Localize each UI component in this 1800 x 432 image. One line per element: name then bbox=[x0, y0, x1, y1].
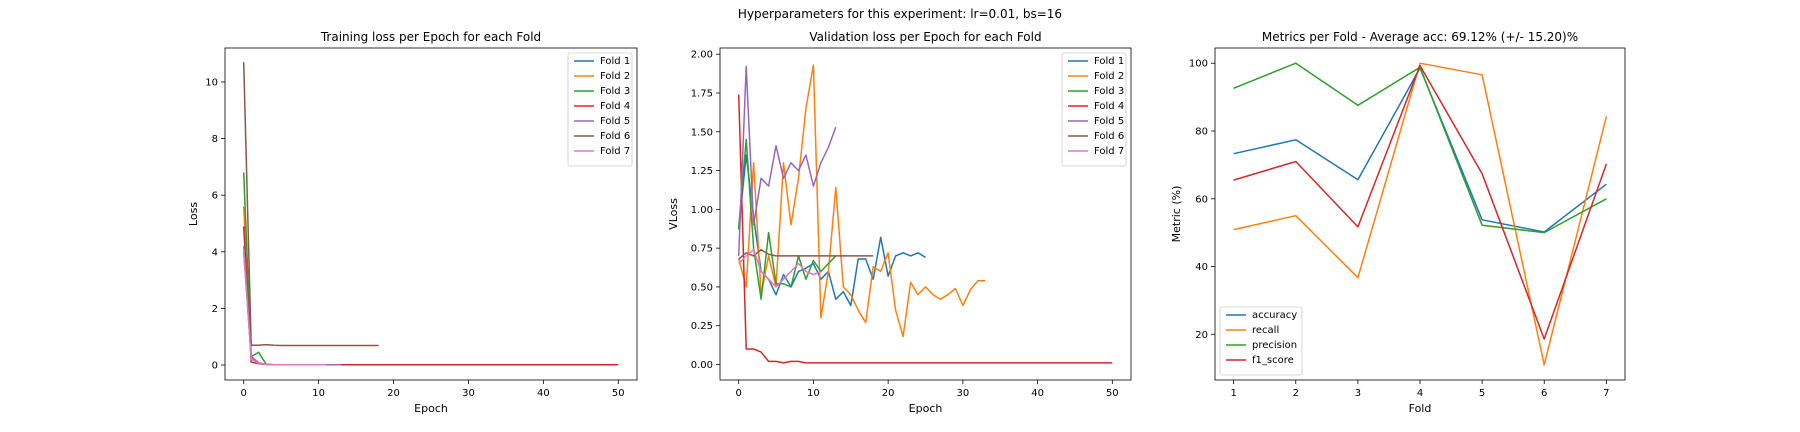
legend-label: Fold 7 bbox=[1094, 146, 1124, 157]
y-tick-label: 2 bbox=[212, 304, 218, 315]
legend-label: Fold 3 bbox=[600, 86, 630, 97]
legend-label: Fold 6 bbox=[1094, 131, 1124, 142]
x-tick-label: 20 bbox=[882, 388, 895, 399]
series-line-accuracy bbox=[1233, 67, 1607, 233]
x-tick-label: 6 bbox=[1541, 388, 1547, 399]
legend-box bbox=[1219, 306, 1303, 376]
series-line-precision bbox=[1233, 62, 1607, 234]
series-line-fold-2 bbox=[737, 64, 986, 338]
x-tick-label: 4 bbox=[1417, 388, 1423, 399]
y-tick-label: 1.75 bbox=[691, 88, 713, 99]
series-line-fold-4 bbox=[242, 226, 619, 366]
x-tick-label: 30 bbox=[462, 388, 475, 399]
y-tick-label: 1.25 bbox=[691, 166, 713, 177]
y-tick-label: 40 bbox=[1195, 262, 1208, 273]
x-tick-label: 50 bbox=[612, 388, 625, 399]
x-tick-label: 7 bbox=[1603, 388, 1609, 399]
series-line-fold-7 bbox=[242, 248, 327, 366]
series-line-fold-3 bbox=[737, 138, 837, 301]
legend-label: Fold 5 bbox=[600, 116, 630, 127]
x-tick-label: 20 bbox=[387, 388, 400, 399]
x-tick-label: 30 bbox=[956, 388, 969, 399]
x-tick-label: 0 bbox=[735, 388, 741, 399]
series-line-fold-2 bbox=[242, 206, 491, 366]
y-tick-label: 60 bbox=[1195, 194, 1208, 205]
training-loss-panel: Training loss per Epoch for each Fold 0 10… bbox=[187, 30, 638, 415]
series-line-fold-6 bbox=[242, 62, 379, 347]
series-line-fold-5 bbox=[242, 246, 342, 366]
y-tick-label: 10 bbox=[205, 77, 218, 88]
legend-label: Fold 5 bbox=[1094, 116, 1124, 127]
x-tick-label: 10 bbox=[807, 388, 820, 399]
legend-box bbox=[1061, 52, 1127, 167]
series-line-fold-1 bbox=[737, 154, 926, 307]
series-line-fold-3 bbox=[242, 172, 267, 365]
series-line-recall bbox=[1233, 62, 1608, 366]
y-tick-label: 100 bbox=[1189, 59, 1208, 70]
y-axis-label: Metric (%) bbox=[1170, 186, 1183, 243]
legend-box bbox=[567, 52, 633, 167]
series-line-fold-5 bbox=[737, 65, 837, 256]
x-tick-label: 5 bbox=[1479, 388, 1485, 399]
x-tick-label: 10 bbox=[312, 388, 325, 399]
legend-label: precision bbox=[1252, 340, 1297, 351]
legend-label: Fold 2 bbox=[600, 71, 630, 82]
legend-label: Fold 4 bbox=[600, 101, 630, 112]
legend-label: Fold 4 bbox=[1094, 101, 1124, 112]
x-axis-label: Epoch bbox=[909, 402, 943, 415]
legend-label: f1_score bbox=[1252, 355, 1294, 366]
y-tick-label: 0.00 bbox=[691, 360, 713, 371]
x-tick-label: 1 bbox=[1230, 388, 1236, 399]
y-tick-label: 0.25 bbox=[691, 321, 713, 332]
x-tick-label: 40 bbox=[537, 388, 550, 399]
series-line-fold-1 bbox=[242, 251, 334, 366]
metrics-panel: Metrics per Fold - Average acc: 69.12% (… bbox=[1170, 30, 1626, 415]
series-line-fold-6 bbox=[738, 248, 874, 260]
legend-label: Fold 6 bbox=[600, 131, 630, 142]
legend: Fold 1 Fold 2 Fold 3 Fold 4 Fold 5 Fold 6 Fold… bbox=[1061, 52, 1127, 167]
x-tick-label: 2 bbox=[1293, 388, 1299, 399]
series-line-fold-4 bbox=[737, 94, 1113, 364]
y-tick-label: 80 bbox=[1195, 127, 1208, 138]
chart-title: Metrics per Fold - Average acc: 69.12% (… bbox=[1262, 30, 1578, 44]
validation-loss-panel: Validation loss per Epoch for each Fold 0… bbox=[667, 30, 1132, 415]
legend: Fold 1 Fold 2 Fold 3 Fold 4 Fold 5 Fold 6 Fold… bbox=[567, 52, 633, 167]
legend-label: recall bbox=[1252, 325, 1279, 336]
series-line-f1-score bbox=[1233, 64, 1608, 340]
y-tick-label: 0.75 bbox=[691, 244, 713, 255]
axes-frame bbox=[719, 47, 1132, 381]
y-tick-label: 20 bbox=[1195, 330, 1208, 341]
x-tick-label: 50 bbox=[1106, 388, 1119, 399]
legend: accuracy recall precision f1_score bbox=[1219, 306, 1303, 376]
axes-frame bbox=[224, 47, 638, 381]
chart-title: Validation loss per Epoch for each Fold bbox=[809, 30, 1041, 44]
legend-label: Fold 3 bbox=[1094, 86, 1124, 97]
y-tick-label: 0.50 bbox=[691, 282, 713, 293]
x-tick-label: 0 bbox=[241, 388, 247, 399]
x-axis-label: Epoch bbox=[414, 402, 448, 415]
legend-label: Fold 7 bbox=[600, 146, 630, 157]
x-axis-label: Fold bbox=[1409, 402, 1432, 415]
y-tick-label: 8 bbox=[212, 134, 218, 145]
y-tick-label: 1.50 bbox=[691, 127, 713, 138]
y-tick-label: 0 bbox=[212, 360, 218, 371]
legend-label: Fold 2 bbox=[1094, 71, 1124, 82]
legend-label: accuracy bbox=[1252, 310, 1297, 321]
chart-title: Training loss per Epoch for each Fold bbox=[320, 30, 541, 44]
series-line-fold-7 bbox=[738, 248, 822, 288]
legend-label: Fold 1 bbox=[600, 56, 630, 67]
y-tick-label: 4 bbox=[212, 247, 218, 258]
y-axis-label: VLoss bbox=[667, 198, 680, 230]
legend-label: Fold 1 bbox=[1094, 56, 1124, 67]
x-tick-label: 3 bbox=[1355, 388, 1361, 399]
y-tick-label: 2.00 bbox=[691, 50, 713, 61]
y-tick-label: 6 bbox=[212, 191, 218, 202]
x-tick-label: 40 bbox=[1031, 388, 1044, 399]
figure-suptitle: Hyperparameters for this experiment: lr=… bbox=[738, 7, 1062, 21]
y-tick-label: 1.00 bbox=[691, 205, 713, 216]
y-axis-label: Loss bbox=[187, 202, 200, 226]
